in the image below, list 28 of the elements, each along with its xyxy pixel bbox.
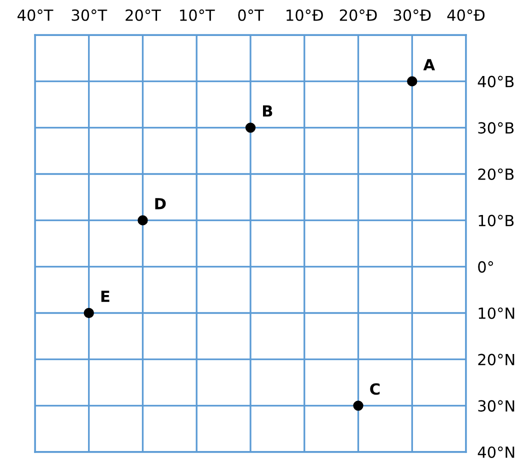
annotation: D: [155, 198, 166, 210]
point: [138, 215, 148, 226]
x-tick-label: 30°T: [72, 9, 108, 21]
x-tick-label: 40°Đ: [447, 9, 485, 21]
annotation: B: [263, 105, 272, 117]
y-tick-label: 30°B: [478, 122, 514, 134]
annotation: E: [101, 290, 110, 302]
y-tick-label: 30°N: [478, 400, 514, 412]
annotation: A: [423, 59, 435, 70]
y-tick-label: 20°B: [478, 168, 514, 180]
y-tick-label: 0°: [478, 261, 494, 273]
x-tick-label: 20°Đ: [340, 9, 377, 21]
x-tick-label: 20°T: [126, 9, 161, 21]
point: [353, 400, 364, 411]
y-tick-label: 20°N: [478, 354, 514, 366]
y-tick-label: 10°B: [478, 214, 514, 226]
y-tick-label: 40°B: [478, 76, 514, 88]
point: [245, 122, 256, 133]
x-tick-label: 0°T: [238, 9, 264, 21]
point: [84, 308, 94, 318]
x-tick-label: 10°Đ: [286, 9, 323, 21]
x-tick-label: 40°T: [18, 9, 54, 21]
x-tick-label: 30°Đ: [394, 9, 431, 21]
y-tick-label: 10°N: [478, 307, 514, 320]
y-tick-label: 40°N: [478, 446, 514, 458]
point: [407, 76, 418, 86]
annotation: C: [370, 383, 380, 395]
x-tick-label: 10°T: [180, 9, 215, 21]
